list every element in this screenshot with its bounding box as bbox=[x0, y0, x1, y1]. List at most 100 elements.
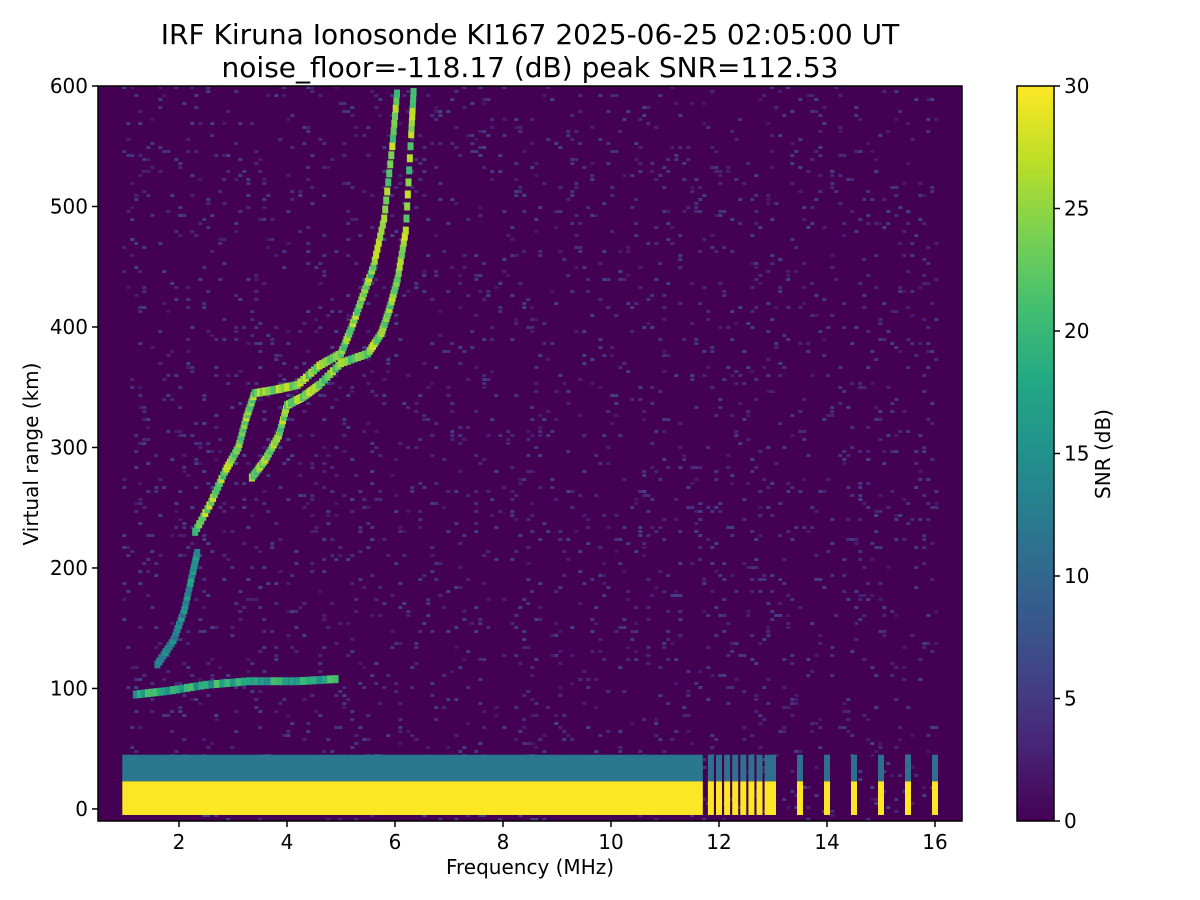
noise-cell bbox=[654, 242, 659, 245]
noise-cell bbox=[570, 162, 575, 165]
noise-cell bbox=[698, 502, 703, 505]
noise-cell bbox=[490, 514, 495, 517]
noise-cell bbox=[366, 738, 371, 741]
noise-cell bbox=[330, 298, 335, 301]
noise-cell bbox=[730, 374, 735, 377]
noise-cell bbox=[786, 338, 791, 341]
noise-cell bbox=[246, 182, 251, 185]
noise-cell bbox=[554, 142, 559, 145]
noise-cell bbox=[686, 146, 691, 149]
noise-cell bbox=[286, 394, 291, 397]
noise-cell bbox=[258, 454, 263, 457]
noise-cell bbox=[430, 554, 435, 557]
noise-cell bbox=[374, 394, 379, 397]
noise-cell bbox=[234, 142, 239, 145]
noise-cell bbox=[286, 242, 291, 245]
noise-cell bbox=[130, 666, 135, 669]
noise-cell bbox=[262, 182, 267, 185]
noise-cell bbox=[174, 502, 179, 505]
noise-cell bbox=[138, 582, 143, 585]
noise-cell bbox=[546, 86, 551, 89]
noise-cell bbox=[930, 542, 935, 545]
noise-cell bbox=[134, 94, 139, 97]
noise-cell bbox=[230, 634, 235, 637]
noise-cell bbox=[922, 794, 927, 797]
noise-cell bbox=[350, 334, 355, 337]
noise-cell bbox=[178, 706, 183, 709]
noise-cell bbox=[390, 630, 395, 633]
noise-cell bbox=[182, 466, 187, 469]
noise-cell bbox=[146, 594, 151, 597]
noise-cell bbox=[766, 358, 771, 361]
noise-cell bbox=[890, 402, 895, 405]
noise-cell bbox=[606, 162, 611, 165]
noise-cell bbox=[566, 274, 571, 277]
noise-cell bbox=[334, 446, 339, 449]
noise-cell bbox=[886, 222, 891, 225]
noise-cell bbox=[346, 210, 351, 213]
noise-cell bbox=[354, 598, 359, 601]
noise-cell bbox=[318, 654, 323, 657]
noise-cell bbox=[138, 174, 143, 177]
noise-cell bbox=[394, 314, 399, 317]
noise-cell bbox=[218, 238, 223, 241]
noise-cell bbox=[518, 126, 523, 129]
noise-cell bbox=[394, 230, 399, 233]
noise-cell bbox=[686, 158, 691, 161]
noise-cell bbox=[854, 606, 859, 609]
noise-cell bbox=[214, 626, 219, 629]
noise-cell bbox=[814, 98, 819, 101]
noise-cell bbox=[842, 558, 847, 561]
noise-cell bbox=[434, 274, 439, 277]
noise-cell bbox=[286, 498, 291, 501]
noise-cell bbox=[590, 214, 595, 217]
noise-cell bbox=[278, 354, 283, 357]
noise-cell bbox=[130, 378, 135, 381]
noise-cell bbox=[178, 710, 183, 713]
noise-cell bbox=[178, 638, 183, 641]
noise-cell bbox=[318, 662, 323, 665]
noise-cell bbox=[770, 254, 775, 257]
noise-cell bbox=[330, 554, 335, 557]
noise-cell bbox=[850, 446, 855, 449]
noise-cell bbox=[910, 518, 915, 521]
noise-cell bbox=[906, 270, 911, 273]
noise-cell bbox=[866, 450, 871, 453]
noise-cell bbox=[274, 254, 279, 257]
noise-cell bbox=[742, 350, 747, 353]
noise-cell bbox=[706, 698, 711, 701]
noise-cell bbox=[490, 370, 495, 373]
noise-cell bbox=[858, 558, 863, 561]
noise-cell bbox=[546, 138, 551, 141]
trace-cell bbox=[198, 681, 205, 690]
noise-cell bbox=[170, 730, 175, 733]
noise-cell bbox=[786, 274, 791, 277]
noise-cell bbox=[122, 582, 127, 585]
noise-cell bbox=[466, 218, 471, 221]
noise-cell bbox=[522, 694, 527, 697]
noise-cell bbox=[290, 198, 295, 201]
noise-cell bbox=[586, 726, 591, 729]
noise-cell bbox=[446, 394, 451, 397]
noise-cell bbox=[874, 418, 879, 421]
noise-cell bbox=[722, 210, 727, 213]
noise-cell bbox=[626, 598, 631, 601]
noise-cell bbox=[158, 170, 163, 173]
noise-cell bbox=[138, 570, 143, 573]
noise-cell bbox=[262, 218, 267, 221]
noise-cell bbox=[674, 594, 679, 597]
noise-cell bbox=[666, 238, 671, 241]
noise-cell bbox=[678, 146, 683, 149]
noise-cell bbox=[430, 694, 435, 697]
noise-cell bbox=[558, 586, 563, 589]
noise-cell bbox=[714, 170, 719, 173]
noise-cell bbox=[878, 134, 883, 137]
noise-cell bbox=[374, 106, 379, 109]
noise-cell bbox=[342, 142, 347, 145]
noise-cell bbox=[578, 414, 583, 417]
noise-cell bbox=[754, 266, 759, 269]
noise-cell bbox=[814, 198, 819, 201]
noise-cell bbox=[238, 590, 243, 593]
noise-cell bbox=[930, 578, 935, 581]
